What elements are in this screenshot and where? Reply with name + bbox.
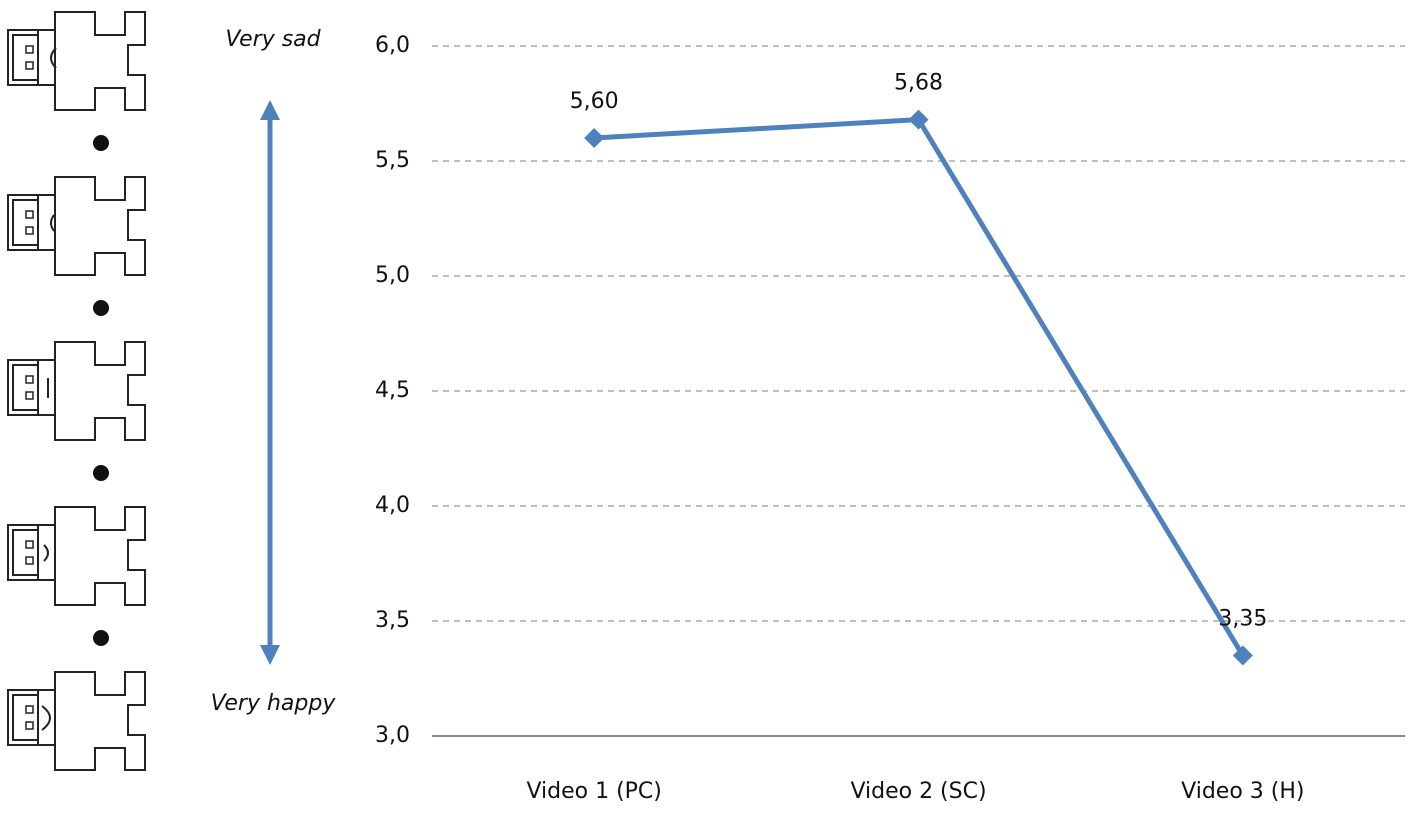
manikin-neutral bbox=[7, 341, 146, 441]
marker bbox=[584, 128, 605, 148]
manikin-sad bbox=[7, 176, 146, 276]
x-tick-label: Video 3 (H) bbox=[1181, 779, 1304, 804]
y-tick-label: 3,0 bbox=[375, 723, 410, 748]
x-tick-label: Video 1 (PC) bbox=[526, 779, 661, 804]
marker bbox=[1232, 645, 1253, 666]
dot bbox=[93, 300, 109, 316]
y-tick-label: 5,0 bbox=[375, 263, 410, 288]
annotation: Very sad bbox=[225, 27, 321, 52]
manikin-very-happy bbox=[7, 671, 146, 771]
x-tick-label: Video 2 (SC) bbox=[850, 779, 986, 804]
dot bbox=[93, 630, 109, 646]
dot bbox=[93, 135, 109, 151]
sam-scale: Very sad Very happy bbox=[7, 11, 337, 771]
value-label: 3,35 bbox=[1218, 607, 1267, 632]
y-tick-label: 6,0 bbox=[375, 33, 410, 58]
dot bbox=[93, 465, 109, 481]
manikin-happy bbox=[7, 506, 146, 606]
manikin-very-sad bbox=[7, 11, 146, 111]
annotation: Very happy bbox=[211, 691, 337, 716]
y-tick-label: 4,5 bbox=[375, 378, 410, 403]
y-tick-label: 4,0 bbox=[375, 493, 410, 518]
line bbox=[594, 117, 1245, 657]
marker bbox=[908, 109, 929, 130]
value-label: 5,60 bbox=[570, 89, 619, 114]
y-tick-label: 3,5 bbox=[375, 608, 410, 633]
y-tick-label: 5,5 bbox=[375, 148, 410, 173]
value-label: 5,68 bbox=[894, 71, 943, 96]
